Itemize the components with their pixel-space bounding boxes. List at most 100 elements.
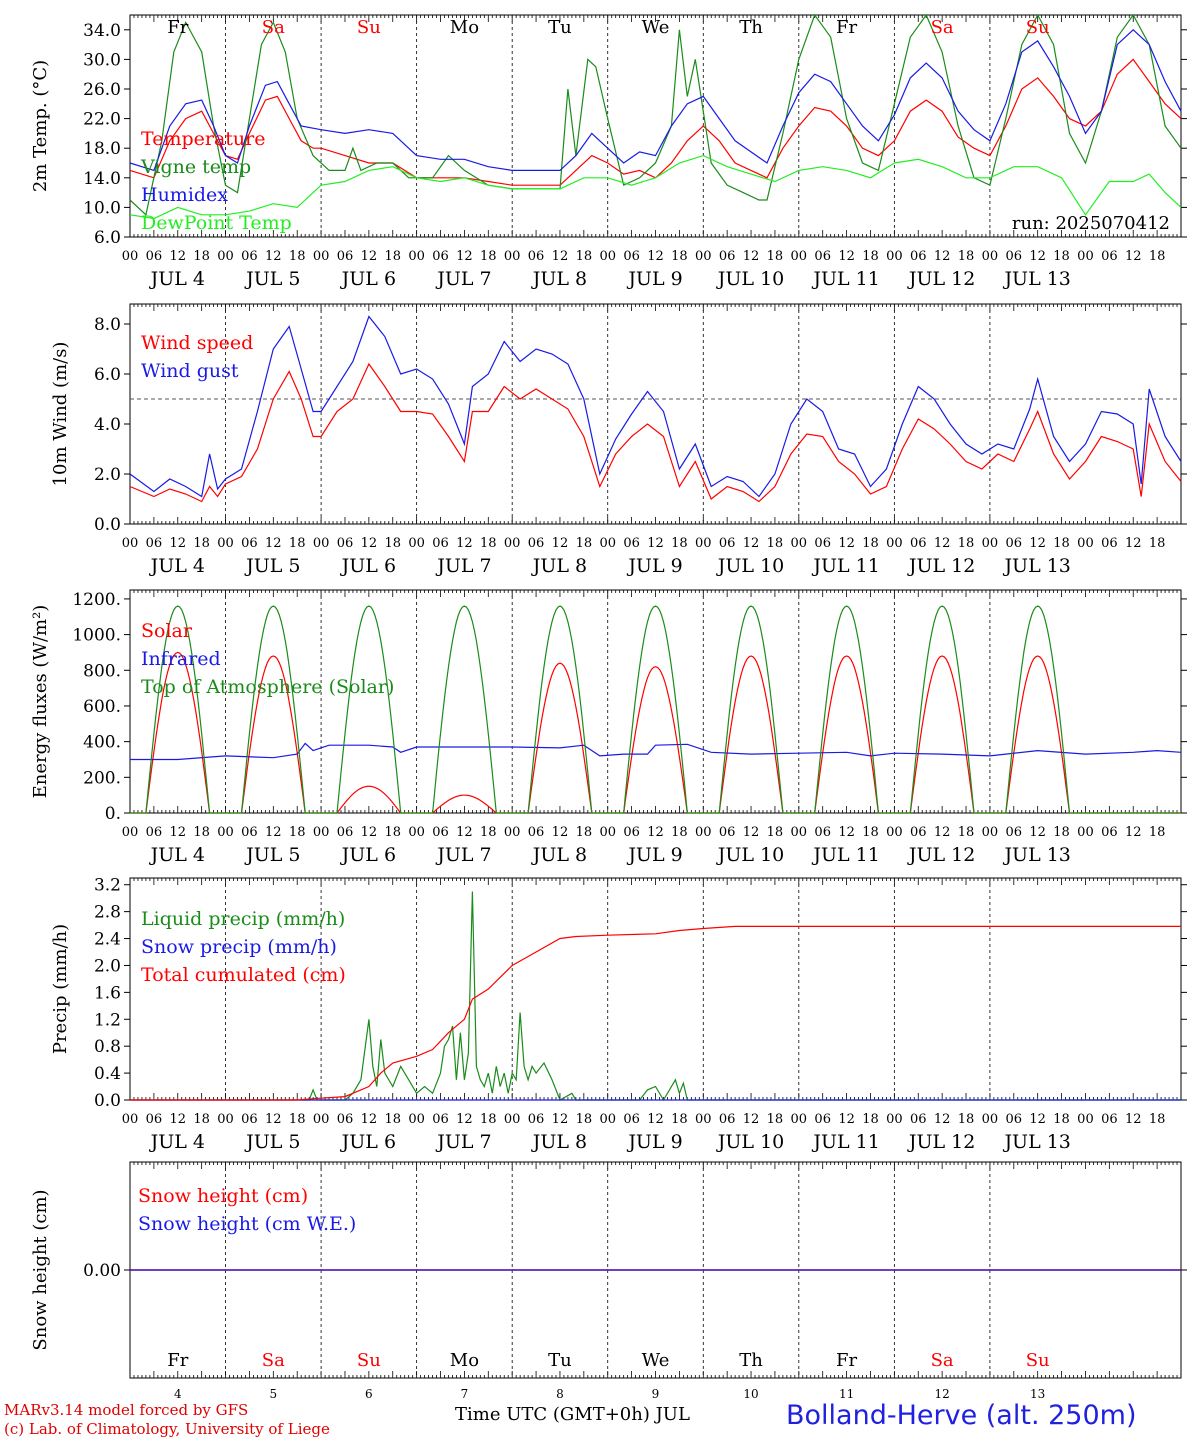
- hour-tick-label: 18: [1149, 536, 1166, 551]
- hour-tick-label: 00: [791, 249, 808, 264]
- hour-tick-label: 00: [695, 1112, 712, 1127]
- hour-tick-label: 18: [193, 825, 210, 840]
- hour-tick-label: 00: [313, 1112, 330, 1127]
- hour-tick-label: 00: [504, 825, 521, 840]
- hour-tick-label: 18: [1149, 825, 1166, 840]
- hour-tick-label: 00: [982, 1112, 999, 1127]
- hour-tick-label: 18: [576, 536, 593, 551]
- hour-tick-label: 00: [886, 1112, 903, 1127]
- credit-model: MARv3.14 model forced by GFS: [4, 1401, 249, 1419]
- hour-tick-label: 06: [910, 536, 927, 551]
- hour-tick-label: 12: [743, 1112, 760, 1127]
- y-axis-label: Precip (mm/h): [50, 924, 71, 1054]
- day-number: 13: [1030, 1387, 1045, 1401]
- legend-entry: Snow precip (mm/h): [141, 936, 337, 958]
- day-name-top: Fr: [167, 17, 188, 38]
- date-label: JUL 11: [811, 1131, 879, 1153]
- legend-entry: Total cumulated (cm): [141, 964, 346, 986]
- date-label: JUL 4: [149, 268, 205, 290]
- y-tick-label: 200.: [83, 768, 121, 788]
- hour-tick-label: 06: [719, 249, 736, 264]
- hour-tick-label: 06: [623, 1112, 640, 1127]
- hour-tick-label: 12: [743, 249, 760, 264]
- hour-tick-label: 06: [146, 536, 163, 551]
- date-label: JUL 11: [811, 555, 879, 577]
- hour-tick-label: 18: [193, 249, 210, 264]
- hour-tick-label: 18: [1053, 536, 1070, 551]
- hour-tick-label: 12: [934, 536, 951, 551]
- day-name-bottom: Fr: [167, 1350, 188, 1371]
- hour-tick-label: 12: [265, 1112, 282, 1127]
- date-label: JUL 10: [716, 844, 784, 866]
- hour-tick-label: 06: [910, 249, 927, 264]
- day-name-top: Su: [357, 17, 381, 38]
- hour-tick-label: 00: [695, 825, 712, 840]
- hour-tick-label: 12: [1029, 825, 1046, 840]
- hour-tick-label: 18: [1053, 825, 1070, 840]
- hour-tick-label: 06: [241, 249, 258, 264]
- hour-tick-label: 12: [1125, 536, 1142, 551]
- date-label: JUL 10: [716, 268, 784, 290]
- date-label: JUL 12: [907, 268, 975, 290]
- hour-tick-label: 18: [480, 1112, 497, 1127]
- hour-tick-label: 12: [647, 249, 664, 264]
- hour-tick-label: 00: [217, 1112, 234, 1127]
- day-name-top: Sa: [262, 17, 285, 38]
- y-tick-label: 400.: [83, 733, 121, 753]
- hour-tick-label: 06: [910, 825, 927, 840]
- hour-tick-label: 12: [456, 536, 473, 551]
- series-line: [129, 154, 1182, 220]
- hour-tick-label: 12: [934, 249, 951, 264]
- hour-tick-label: 06: [432, 536, 449, 551]
- legend-entry: Wind speed: [141, 332, 253, 354]
- day-number: 7: [461, 1387, 469, 1401]
- hour-tick-label: 00: [313, 249, 330, 264]
- legend-entry: Snow height (cm): [138, 1185, 308, 1207]
- panel-frame: [129, 303, 1182, 525]
- hour-tick-label: 00: [122, 825, 139, 840]
- date-label: JUL 7: [435, 1131, 491, 1153]
- hour-tick-label: 06: [814, 249, 831, 264]
- y-tick-label: 0.: [105, 804, 121, 824]
- hour-tick-label: 12: [647, 536, 664, 551]
- y-tick-label: 14.0: [83, 169, 121, 189]
- date-label: JUL 7: [435, 844, 491, 866]
- date-label: JUL 8: [531, 555, 587, 577]
- hour-tick-label: 06: [623, 249, 640, 264]
- hour-tick-label: 00: [122, 1112, 139, 1127]
- y-tick-label: 6.0: [94, 365, 121, 385]
- date-label: JUL 5: [244, 555, 300, 577]
- y-tick-label: 8.0: [94, 315, 121, 335]
- hour-tick-label: 06: [337, 1112, 354, 1127]
- hour-tick-label: 06: [241, 536, 258, 551]
- day-name-top: Mo: [450, 17, 479, 38]
- hour-tick-label: 18: [862, 536, 879, 551]
- y-tick-label: 3.2: [94, 876, 121, 896]
- hour-tick-label: 06: [432, 249, 449, 264]
- hour-tick-label: 06: [337, 825, 354, 840]
- day-number: 11: [839, 1387, 854, 1401]
- hour-tick-label: 06: [1101, 1112, 1118, 1127]
- series-line: [130, 891, 1181, 1102]
- series-line: [129, 58, 1182, 186]
- hour-tick-label: 18: [576, 825, 593, 840]
- hour-tick-label: 00: [599, 825, 616, 840]
- hour-tick-label: 12: [838, 249, 855, 264]
- hour-tick-label: 00: [122, 536, 139, 551]
- date-label: JUL 13: [1002, 268, 1070, 290]
- series-line: [129, 362, 1182, 503]
- hour-tick-label: 18: [767, 825, 784, 840]
- hour-tick-label: 18: [958, 536, 975, 551]
- date-label: JUL 8: [531, 844, 587, 866]
- y-tick-label: 0.8: [94, 1037, 121, 1057]
- y-tick-label: 0.4: [94, 1064, 121, 1084]
- date-label: JUL 4: [149, 844, 205, 866]
- hour-tick-label: 00: [599, 1112, 616, 1127]
- hour-tick-label: 00: [122, 249, 139, 264]
- y-tick-label: 2.4: [94, 930, 121, 950]
- y-tick-label: 0.0: [94, 515, 121, 535]
- y-tick-label: 1000.: [72, 626, 121, 646]
- hour-tick-label: 12: [169, 825, 186, 840]
- hour-tick-label: 12: [169, 536, 186, 551]
- hour-tick-label: 18: [671, 536, 688, 551]
